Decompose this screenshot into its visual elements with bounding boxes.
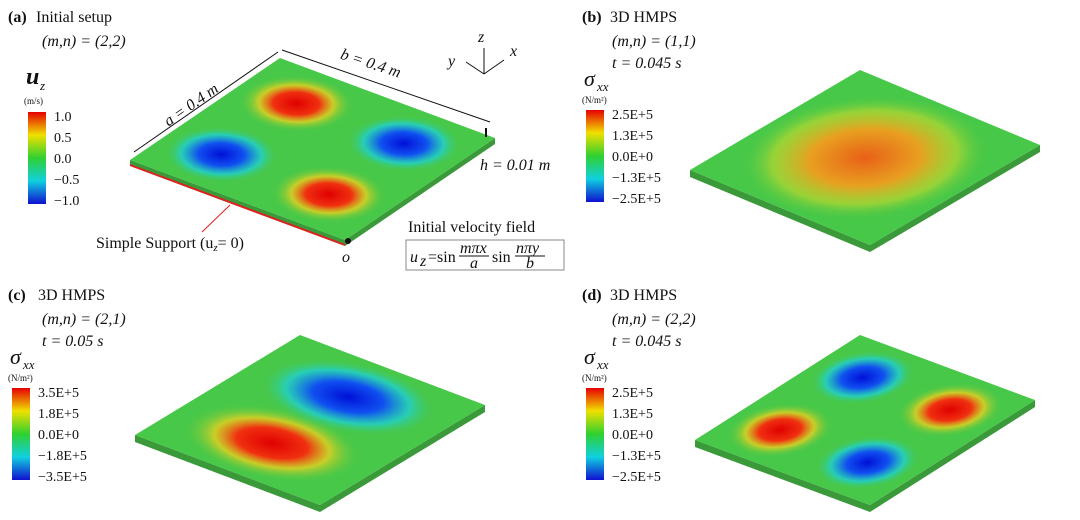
origin-label: o	[342, 249, 350, 266]
colorbar-tick: −2.5E+5	[612, 192, 661, 207]
colorbar-tick: 0.0E+0	[612, 428, 653, 443]
dim-b	[281, 49, 491, 123]
colorbar-tick: −1.8E+5	[38, 449, 87, 464]
colorbar-tick: 0.5	[54, 131, 72, 146]
colorbar	[12, 388, 30, 480]
axis-z: z	[477, 29, 485, 46]
antinode	[809, 350, 916, 405]
plate	[135, 335, 485, 505]
formula-u: u	[410, 249, 418, 266]
panel-label: (d)	[582, 287, 602, 304]
formula-eq: =sin	[428, 249, 456, 266]
quantity: σ	[584, 66, 596, 91]
colorbar-tick: 0.0E+0	[612, 150, 653, 165]
formula-sin: sin	[492, 249, 511, 266]
velocity-title: Initial velocity field	[408, 219, 535, 236]
colorbar-tick: 0.0E+0	[38, 428, 79, 443]
support-end: = 0)	[218, 235, 244, 252]
formula-box	[405, 239, 565, 271]
support-label: Simple Support (uz= 0)	[96, 235, 244, 254]
axes-triad	[465, 48, 505, 75]
colorbar	[28, 112, 46, 204]
panel-title: 3D HMPS	[610, 9, 677, 26]
panel-c: (c) 3D HMPS (m,n) = (2,1) t = 0.05 s σ x…	[8, 287, 485, 512]
quantity-sub: z	[39, 78, 45, 93]
support-text: Simple Support (u	[96, 235, 213, 252]
antinode	[814, 435, 921, 490]
unit: (N/m²)	[8, 373, 33, 383]
panel-title: 3D HMPS	[610, 287, 677, 304]
colorbar-tick: 2.5E+5	[612, 108, 653, 123]
colorbar	[586, 110, 604, 202]
support-pointer	[201, 204, 231, 233]
formula-num: mπx	[460, 240, 487, 257]
unit: (m/s)	[24, 96, 43, 106]
time: t = 0.05 s	[42, 333, 103, 350]
colorbar-tick: 2.5E+5	[612, 386, 653, 401]
quantity: σ	[10, 344, 22, 369]
panel-d: (d) 3D HMPS (m,n) = (2,2) t = 0.045 s σ …	[582, 287, 1035, 512]
panel-a: (a) Initial setup (m,n) = (2,2) u z (m/s…	[8, 9, 565, 272]
antinode	[741, 95, 989, 220]
colorbar-tick: −1.3E+5	[612, 171, 661, 186]
formula-den: b	[526, 255, 534, 272]
formula-sub: z	[419, 253, 427, 270]
unit: (N/m²)	[582, 95, 607, 105]
dim-h-label: h = 0.01 m	[480, 157, 550, 174]
panel-label: (c)	[8, 287, 26, 304]
quantity-sub: xx	[596, 357, 609, 372]
formula-den: a	[470, 255, 478, 272]
support-sub: z	[212, 242, 218, 254]
colorbar-tick: 1.0	[54, 110, 72, 125]
quantity: σ	[584, 344, 596, 369]
colorbar-tick: 1.3E+5	[612, 407, 653, 422]
origin-dot	[345, 238, 351, 244]
dim-a	[133, 51, 279, 153]
colorbar-tick: 3.5E+5	[38, 386, 79, 401]
colorbar	[586, 388, 604, 480]
panel-b: (b) 3D HMPS (m,n) = (1,1) t = 0.045 s σ …	[582, 9, 1040, 252]
antinode	[897, 382, 1003, 438]
axis-y: y	[446, 53, 456, 70]
unit: (N/m²)	[582, 373, 607, 383]
colorbar-tick: −2.5E+5	[612, 470, 661, 485]
dim-b-label: b = 0.4 m	[338, 46, 403, 81]
mode: (m,n) = (1,1)	[612, 33, 696, 50]
antinode	[727, 402, 833, 458]
panel-title: Initial setup	[36, 9, 112, 26]
support-edge	[129, 164, 346, 246]
panel-title: 3D HMPS	[38, 287, 105, 304]
axis-x: x	[509, 43, 517, 60]
formula-num: nπy	[516, 240, 540, 257]
colorbar-tick: −1.0	[54, 194, 79, 209]
quantity: u	[26, 64, 39, 90]
antinode	[346, 114, 462, 173]
panel-label: (b)	[582, 9, 602, 26]
colorbar-tick: −3.5E+5	[38, 470, 87, 485]
quantity-sub: xx	[22, 357, 35, 372]
mode: (m,n) = (2,2)	[612, 311, 696, 328]
quantity-sub: xx	[596, 79, 609, 94]
antinode	[163, 125, 279, 184]
colorbar-tick: 1.3E+5	[612, 129, 653, 144]
time: t = 0.045 s	[612, 333, 681, 350]
panel-label: (a)	[8, 9, 27, 26]
colorbar-tick: 1.8E+5	[38, 407, 79, 422]
antinode	[259, 357, 437, 437]
plate	[690, 70, 1040, 245]
time: t = 0.045 s	[612, 55, 681, 72]
mode: (m,n) = (2,1)	[42, 311, 126, 328]
plate	[695, 335, 1035, 505]
antinode	[271, 165, 387, 224]
colorbar-tick: 0.0	[54, 152, 72, 167]
antinode	[238, 74, 354, 133]
colorbar-tick: −0.5	[54, 173, 79, 188]
colorbar-tick: −1.3E+5	[612, 449, 661, 464]
plate	[130, 58, 495, 240]
mode: (m,n) = (2,2)	[42, 33, 126, 50]
